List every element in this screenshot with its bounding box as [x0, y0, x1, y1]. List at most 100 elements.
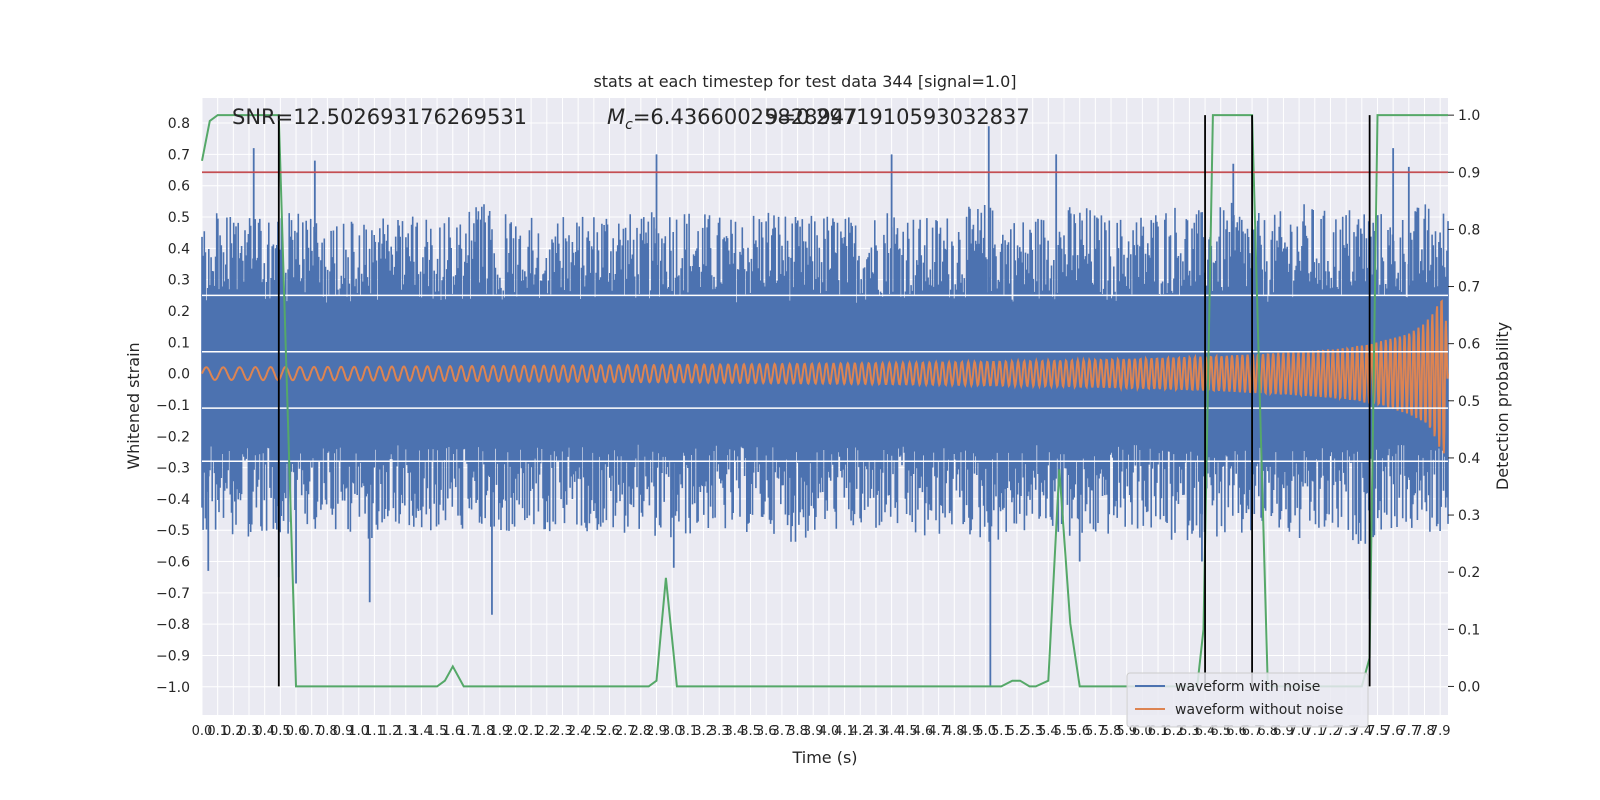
- x-tick-label: 1.2: [380, 724, 401, 739]
- x-tick-label: 6.7: [1242, 724, 1263, 739]
- x-tick-label: 1.1: [364, 724, 385, 739]
- x-tick-label: 3.9: [803, 724, 824, 739]
- y-left-tick-label: 0.3: [168, 273, 190, 289]
- x-tick-label: 7.1: [1304, 724, 1325, 739]
- series-detection-probability: [201, 114, 1448, 688]
- y-right-tick-label: 0.3: [1458, 508, 1480, 524]
- y-right-tick-label: 0.8: [1458, 222, 1480, 238]
- y-left-tick-label: −0.7: [156, 586, 190, 602]
- y-left-tick-label: 0.1: [168, 335, 190, 351]
- y-left-tick-label: −0.8: [156, 617, 190, 633]
- x-tick-label: 7.9: [1430, 724, 1451, 739]
- x-tick-label: 4.7: [928, 724, 949, 739]
- x-tick-label: 3.4: [725, 724, 746, 739]
- x-tick-label: 0.4: [254, 724, 275, 739]
- x-tick-label: 5.3: [1022, 724, 1043, 739]
- chirp-mass-symbol: M: [607, 105, 625, 129]
- snr-annotation: SNR=12.502693176269531: [232, 105, 527, 129]
- x-tick-label: 3.8: [787, 724, 808, 739]
- y-left-tick-label: 0.0: [168, 367, 190, 383]
- x-tick-label: 6.1: [1148, 724, 1169, 739]
- x-tick-label: 1.6: [442, 724, 463, 739]
- x-tick-label: 5.1: [991, 724, 1012, 739]
- x-tick-label: 5.9: [1116, 724, 1137, 739]
- x-tick-label: 2.3: [552, 724, 573, 739]
- x-axis-label: Time (s): [791, 748, 857, 767]
- x-tick-label: 0.6: [286, 724, 307, 739]
- y-left-tick-label: −1.0: [156, 680, 190, 696]
- legend: waveform with noise waveform without noi…: [1126, 672, 1369, 728]
- x-tick-label: 4.0: [819, 724, 840, 739]
- y-right-tick-labels: 1.0 0.9 0.8 0.7 0.6 0.5 0.4 0.3 0.2 0.1 0.0: [1448, 108, 1480, 695]
- x-tick-label: 7.6: [1383, 724, 1404, 739]
- series-waveform-without-noise: [201, 299, 1449, 454]
- x-tick-label: 4.3: [866, 724, 887, 739]
- x-tick-label: 5.8: [1101, 724, 1122, 739]
- x-tick-label: 4.9: [960, 724, 981, 739]
- x-tick-label: 6.4: [1195, 724, 1216, 739]
- x-tick-label: 4.4: [881, 724, 902, 739]
- x-tick-label: 3.2: [693, 724, 714, 739]
- y-right-tick-label: 0.1: [1458, 622, 1480, 638]
- x-tick-label: 1.9: [489, 724, 510, 739]
- x-tick-label: 2.8: [630, 724, 651, 739]
- x-tick-label: 0.2: [223, 724, 244, 739]
- x-tick-label: 6.0: [1132, 724, 1153, 739]
- x-tick-label: 7.0: [1289, 724, 1310, 739]
- x-tick-label: 6.5: [1210, 724, 1231, 739]
- x-tick-label: 5.7: [1085, 724, 1106, 739]
- x-tick-label: 5.6: [1069, 724, 1090, 739]
- x-tick-label: 6.2: [1163, 724, 1184, 739]
- x-tick-label: 7.2: [1320, 724, 1341, 739]
- y-left-tick-label: 0.5: [168, 210, 190, 226]
- x-tick-label: 0.5: [270, 724, 291, 739]
- x-tick-label: 4.1: [834, 724, 855, 739]
- x-tick-label: 5.0: [975, 724, 996, 739]
- x-tick-label: 2.6: [599, 724, 620, 739]
- x-tick-label: 3.6: [756, 724, 777, 739]
- x-tick-label: 6.8: [1257, 724, 1278, 739]
- x-tick-label: 0.8: [317, 724, 338, 739]
- x-tick-label: 1.3: [395, 724, 416, 739]
- x-tick-label: 0.1: [207, 724, 228, 739]
- y-right-tick-label: 0.9: [1458, 165, 1480, 181]
- y-right-tick-label: 1.0: [1458, 108, 1480, 124]
- x-tick-labels: 0.00.10.20.30.40.50.60.70.80.91.01.11.21…: [192, 724, 1451, 739]
- x-tick-label: 2.0: [505, 724, 526, 739]
- x-tick-label: 2.5: [583, 724, 604, 739]
- x-tick-label: 3.3: [709, 724, 730, 739]
- probability-trace: [201, 114, 1448, 688]
- x-tick-label: 7.7: [1398, 724, 1419, 739]
- y-right-tick-label: 0.0: [1458, 679, 1480, 695]
- chirp-mass-value: =6.43660025828947: [633, 105, 858, 129]
- chart-title: stats at each timestep for test data 344…: [593, 72, 1016, 91]
- x-tick-label: 4.8: [944, 724, 965, 739]
- x-tick-label: 1.4: [411, 724, 432, 739]
- legend-label-clean: waveform without noise: [1175, 702, 1343, 718]
- x-tick-label: 0.9: [333, 724, 354, 739]
- y-left-tick-label: −0.6: [156, 555, 190, 571]
- y-left-tick-label: −0.2: [156, 429, 190, 445]
- x-tick-label: 7.3: [1336, 724, 1357, 739]
- x-tick-label: 7.8: [1414, 724, 1435, 739]
- y-left-tick-label: 0.7: [168, 147, 190, 163]
- overlap-annotation: 9=0.2971910593032837: [765, 105, 1030, 129]
- x-tick-label: 2.9: [646, 724, 667, 739]
- legend-label-noise: waveform with noise: [1175, 679, 1320, 695]
- x-tick-label: 6.6: [1226, 724, 1247, 739]
- clean-trace: [201, 299, 1449, 454]
- y-right-tick-label: 0.6: [1458, 337, 1480, 353]
- y-left-tick-label: −0.3: [156, 461, 190, 477]
- y-left-tick-label: 0.6: [168, 179, 190, 195]
- x-tick-label: 3.1: [678, 724, 699, 739]
- x-tick-label: 7.4: [1351, 724, 1372, 739]
- y-left-tick-label: 0.8: [168, 116, 190, 132]
- x-tick-label: 2.1: [521, 724, 542, 739]
- y-left-tick-label: 0.4: [168, 241, 190, 257]
- white-reference-lines: [202, 294, 1448, 463]
- y-left-tick-label: −0.9: [156, 648, 190, 664]
- x-tick-label: 6.3: [1179, 724, 1200, 739]
- y-left-tick-label: −0.5: [156, 523, 190, 539]
- plot-area: [201, 98, 1449, 715]
